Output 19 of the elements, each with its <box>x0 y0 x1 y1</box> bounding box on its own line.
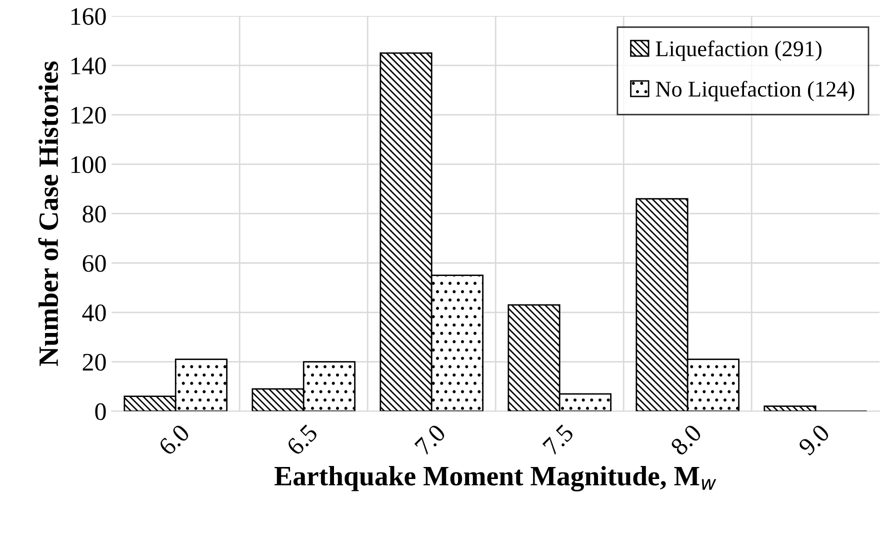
legend-label: No Liquefaction (124) <box>656 80 854 102</box>
x-tick-label: 7.5 <box>542 424 574 456</box>
x-tick-label: 6.0 <box>158 423 190 456</box>
y-tick-label: 80 <box>82 206 106 223</box>
x-tick-label: 8.0 <box>670 423 702 456</box>
x-tick-label: 9.0 <box>798 423 830 456</box>
y-tick-label: 120 <box>71 106 106 124</box>
y-tick-label: 100 <box>71 156 106 174</box>
y-tick-label: 60 <box>82 255 106 272</box>
x-tick-label: 6.5 <box>286 424 318 456</box>
x-tick-label: 7.0 <box>414 423 446 456</box>
y-tick-label: 40 <box>82 304 106 322</box>
y-tick-label: 160 <box>71 8 106 25</box>
y-axis-title: Number of Case Histories <box>38 61 58 366</box>
y-tick-label: 140 <box>71 57 106 74</box>
legend-label: Liquefaction (291) <box>656 40 822 61</box>
y-tick-label: 0 <box>95 403 106 420</box>
x-axis-title: Earthquake Moment Magnitude, M$_{w}$ <box>274 466 716 492</box>
y-tick-label: 20 <box>82 354 106 371</box>
